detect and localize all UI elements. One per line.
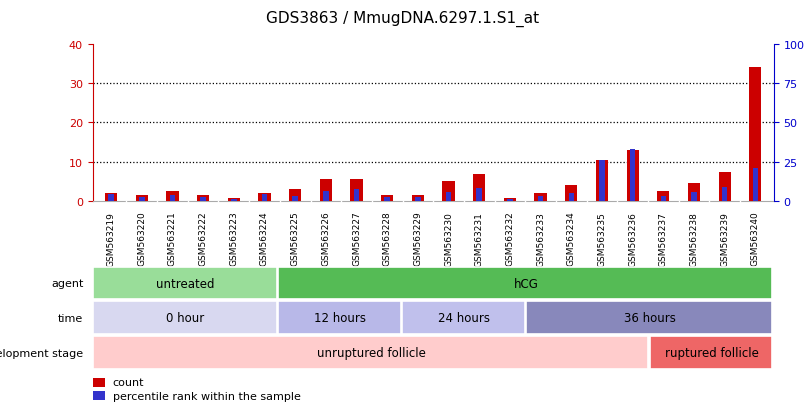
Text: 36 hours: 36 hours — [624, 311, 676, 325]
Text: GSM563230: GSM563230 — [444, 211, 453, 266]
Bar — [354, 190, 359, 202]
Bar — [93, 392, 105, 400]
Bar — [170, 195, 175, 202]
Bar — [351, 180, 363, 202]
Bar — [262, 195, 268, 202]
Bar — [166, 192, 179, 202]
Bar — [657, 192, 670, 202]
Bar — [722, 188, 728, 202]
Text: GSM563237: GSM563237 — [659, 211, 668, 266]
Bar — [93, 337, 648, 369]
Bar — [201, 197, 206, 202]
Text: GSM563231: GSM563231 — [475, 211, 484, 266]
Text: GSM563238: GSM563238 — [689, 211, 699, 266]
Text: 12 hours: 12 hours — [314, 311, 367, 325]
Bar — [381, 196, 393, 202]
Bar — [108, 195, 114, 202]
Bar — [105, 194, 117, 202]
Bar — [231, 199, 237, 202]
Bar — [534, 194, 546, 202]
Bar — [293, 196, 298, 202]
Text: GSM563220: GSM563220 — [137, 211, 146, 266]
Bar — [289, 190, 301, 202]
Bar — [93, 302, 277, 334]
Bar — [568, 194, 574, 202]
Bar — [688, 184, 700, 202]
Text: GSM563235: GSM563235 — [597, 211, 606, 266]
Bar — [197, 196, 210, 202]
Bar — [538, 197, 543, 202]
Bar — [323, 191, 329, 202]
Bar — [476, 188, 482, 202]
Bar — [320, 180, 332, 202]
Text: GSM563240: GSM563240 — [751, 211, 760, 266]
Bar — [227, 198, 240, 202]
Bar — [718, 172, 731, 202]
Bar — [526, 302, 772, 334]
Bar — [753, 169, 758, 202]
Text: 24 hours: 24 hours — [438, 311, 490, 325]
Text: GSM563233: GSM563233 — [536, 211, 545, 266]
Text: GSM563232: GSM563232 — [505, 211, 514, 266]
Bar — [139, 197, 144, 202]
Text: count: count — [113, 377, 144, 387]
Text: GSM563224: GSM563224 — [260, 211, 269, 266]
Text: 0 hour: 0 hour — [166, 311, 205, 325]
Bar — [565, 186, 577, 202]
Text: GSM563225: GSM563225 — [291, 211, 300, 266]
Text: GSM563227: GSM563227 — [352, 211, 361, 266]
Bar — [504, 198, 516, 202]
Bar — [259, 194, 271, 202]
Bar — [599, 161, 604, 202]
Bar — [629, 150, 635, 202]
Text: GSM563226: GSM563226 — [322, 211, 330, 266]
Text: untreated: untreated — [156, 277, 215, 290]
Text: GSM563228: GSM563228 — [383, 211, 392, 266]
Text: GSM563219: GSM563219 — [106, 211, 115, 266]
Bar — [473, 174, 485, 202]
Text: GSM563229: GSM563229 — [413, 211, 422, 266]
Bar — [93, 378, 105, 387]
Bar — [507, 199, 513, 202]
Text: development stage: development stage — [0, 348, 83, 358]
Text: ruptured follicle: ruptured follicle — [665, 346, 758, 359]
Bar — [135, 196, 148, 202]
Text: GSM563222: GSM563222 — [198, 211, 208, 266]
Bar — [626, 150, 639, 202]
Text: unruptured follicle: unruptured follicle — [317, 346, 426, 359]
Text: GSM563234: GSM563234 — [567, 211, 575, 266]
Bar — [661, 197, 666, 202]
Text: GDS3863 / MmugDNA.6297.1.S1_at: GDS3863 / MmugDNA.6297.1.S1_at — [267, 10, 539, 26]
Text: agent: agent — [51, 278, 83, 288]
Bar — [93, 267, 277, 299]
Bar — [750, 68, 762, 202]
Bar — [596, 160, 608, 202]
Bar — [278, 267, 772, 299]
Bar — [650, 337, 772, 369]
Bar — [402, 302, 525, 334]
Bar — [692, 192, 696, 202]
Bar — [446, 193, 451, 202]
Text: GSM563236: GSM563236 — [628, 211, 637, 266]
Bar — [384, 197, 390, 202]
Bar — [278, 302, 401, 334]
Text: percentile rank within the sample: percentile rank within the sample — [113, 391, 301, 401]
Text: hCG: hCG — [513, 277, 538, 290]
Text: GSM563239: GSM563239 — [721, 211, 729, 266]
Bar — [412, 196, 424, 202]
Bar — [415, 197, 421, 202]
Text: GSM563221: GSM563221 — [168, 211, 177, 266]
Bar — [442, 182, 455, 202]
Text: GSM563223: GSM563223 — [230, 211, 239, 266]
Text: time: time — [58, 313, 83, 323]
